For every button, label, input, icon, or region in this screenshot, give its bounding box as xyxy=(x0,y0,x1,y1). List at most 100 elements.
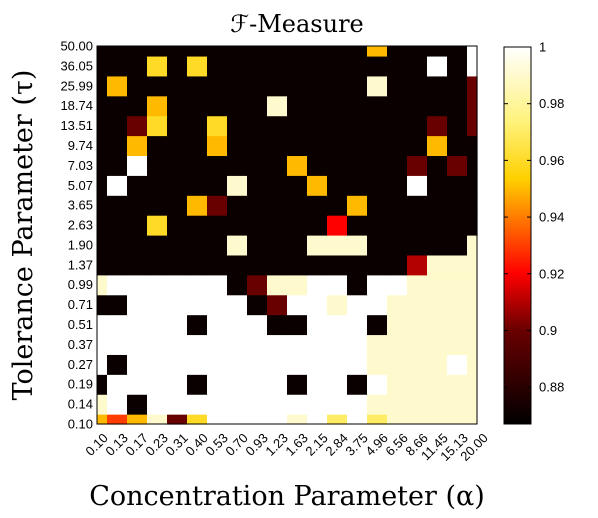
heat-cell xyxy=(207,414,228,425)
heat-cell xyxy=(367,274,388,296)
heat-cell xyxy=(307,354,328,375)
heat-cell xyxy=(107,135,128,157)
heat-cell xyxy=(227,115,248,137)
heat-cell xyxy=(407,115,428,137)
x-tick-labels: 0.100.130.170.230.310.400.530.700.931.23… xyxy=(82,430,491,464)
heat-cell xyxy=(367,374,388,395)
heat-cell xyxy=(347,394,368,415)
heat-cell xyxy=(327,334,348,355)
heat-cell xyxy=(107,175,128,196)
heat-cell xyxy=(427,155,448,176)
heat-cell xyxy=(147,195,168,216)
heat-cell xyxy=(287,155,308,176)
heat-cell xyxy=(407,414,428,425)
heat-cell xyxy=(127,334,148,355)
heat-cell xyxy=(447,314,468,336)
heat-cell xyxy=(227,314,248,336)
heat-cell xyxy=(127,46,148,57)
heat-cell xyxy=(187,314,208,336)
y-tick-label: 3.65 xyxy=(68,198,93,213)
heat-cell xyxy=(367,115,388,137)
heat-cell xyxy=(127,55,148,77)
heat-cell xyxy=(307,294,328,316)
heat-cell xyxy=(227,274,248,296)
heat-cell xyxy=(167,354,188,375)
heat-cell xyxy=(327,354,348,375)
plot-frame xyxy=(96,45,478,425)
heat-cell xyxy=(167,274,188,296)
heat-cell xyxy=(167,235,188,256)
heat-cell xyxy=(327,274,348,296)
heat-cell xyxy=(427,115,448,137)
y-tick-label: 13.51 xyxy=(60,118,93,133)
heat-cell xyxy=(167,195,188,216)
heat-cell xyxy=(107,55,128,77)
heat-cell xyxy=(107,274,128,296)
heat-cell xyxy=(467,175,478,196)
heat-cell xyxy=(327,95,348,117)
heat-cell xyxy=(387,334,408,355)
heat-cell xyxy=(467,46,478,57)
heat-cell xyxy=(427,46,448,57)
heat-cell xyxy=(187,46,208,57)
heat-cell xyxy=(387,274,408,296)
heat-cell xyxy=(427,215,448,236)
heat-cell xyxy=(127,354,148,375)
heat-cell xyxy=(127,235,148,256)
heat-cell xyxy=(97,334,108,355)
heat-cell xyxy=(447,195,468,216)
heat-cell xyxy=(427,195,448,216)
heat-cell xyxy=(267,374,288,395)
heat-cell xyxy=(207,195,228,216)
heat-cell xyxy=(467,115,478,137)
heat-cell xyxy=(187,414,208,425)
heat-cell xyxy=(167,394,188,415)
heat-cell xyxy=(147,374,168,395)
heat-cell xyxy=(427,235,448,256)
colorbar-tick-label: 0.88 xyxy=(539,380,564,395)
heat-cell xyxy=(127,195,148,216)
heat-cell xyxy=(207,135,228,157)
heat-cell xyxy=(387,215,408,236)
heat-cell xyxy=(387,195,408,216)
heat-cell xyxy=(307,414,328,425)
heat-cell xyxy=(327,394,348,415)
heat-cell xyxy=(427,254,448,276)
heat-cell xyxy=(447,394,468,415)
heat-cell xyxy=(107,195,128,216)
heat-cell xyxy=(167,254,188,276)
heat-cell xyxy=(267,235,288,256)
heat-cell xyxy=(247,215,268,236)
heat-cell xyxy=(447,374,468,395)
heat-cell xyxy=(167,334,188,355)
heat-cell xyxy=(467,294,478,316)
heat-cell xyxy=(467,374,478,395)
heat-cell xyxy=(107,314,128,336)
heat-cell xyxy=(247,274,268,296)
y-tick-label: 25.99 xyxy=(60,78,93,93)
heat-cell xyxy=(407,254,428,276)
heat-cell xyxy=(407,95,428,117)
heat-cell xyxy=(287,195,308,216)
heat-cell xyxy=(167,294,188,316)
heat-cell xyxy=(407,374,428,395)
heat-cell xyxy=(427,175,448,196)
heat-cell xyxy=(347,135,368,157)
colorbar-tick-label: 0.9 xyxy=(539,323,557,338)
heat-cell xyxy=(247,334,268,355)
heat-cell xyxy=(187,95,208,117)
heat-cell xyxy=(227,334,248,355)
heat-cell xyxy=(307,155,328,176)
colorbar xyxy=(503,46,532,425)
heat-cell xyxy=(347,414,368,425)
heat-cell xyxy=(407,294,428,316)
heat-cell xyxy=(427,374,448,395)
heat-cell xyxy=(207,254,228,276)
heat-cell xyxy=(447,354,468,375)
heat-cell xyxy=(387,175,408,196)
y-tick-label: 0.37 xyxy=(68,337,93,352)
heat-cell xyxy=(347,175,368,196)
heat-cell xyxy=(247,374,268,395)
heat-cell xyxy=(227,46,248,57)
